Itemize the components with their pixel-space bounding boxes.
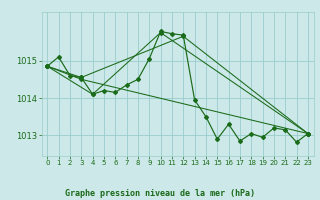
Text: Graphe pression niveau de la mer (hPa): Graphe pression niveau de la mer (hPa) [65, 189, 255, 198]
